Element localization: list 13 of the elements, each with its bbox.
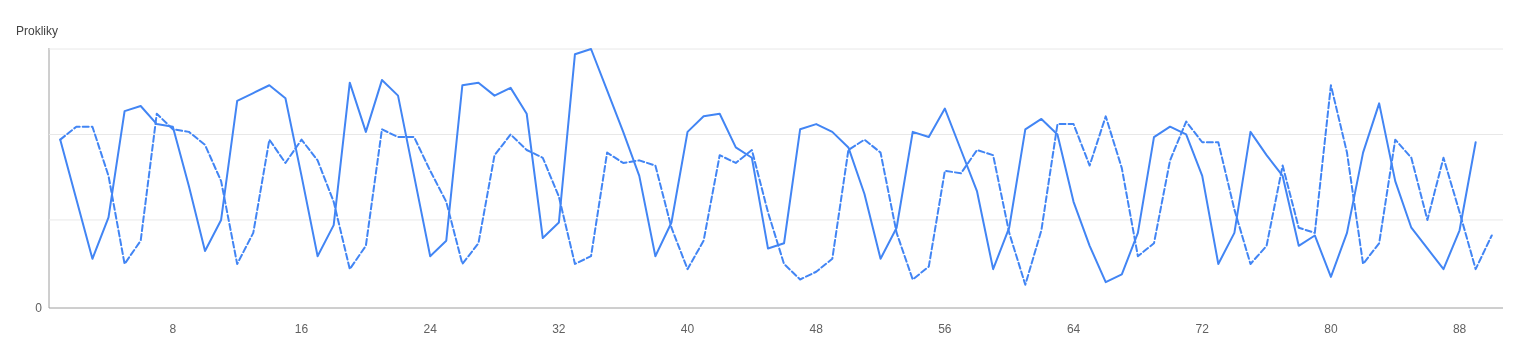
x-tick-label: 88 bbox=[1452, 322, 1467, 336]
x-tick-label: 40 bbox=[680, 322, 695, 336]
x-tick-label: 64 bbox=[1066, 322, 1081, 336]
y-axis-title: Prokliky bbox=[16, 24, 59, 38]
x-tick-label: 72 bbox=[1195, 322, 1210, 336]
x-tick-label: 32 bbox=[552, 322, 566, 336]
x-tick-label: 56 bbox=[938, 322, 952, 336]
text: 0 bbox=[35, 301, 43, 315]
x-tick-label: 8 bbox=[169, 322, 177, 336]
x-tick-label: 80 bbox=[1324, 322, 1338, 336]
x-tick-label: 24 bbox=[423, 322, 438, 336]
x-tick-label: 16 bbox=[294, 322, 309, 336]
x-tick-label: 48 bbox=[809, 322, 824, 336]
